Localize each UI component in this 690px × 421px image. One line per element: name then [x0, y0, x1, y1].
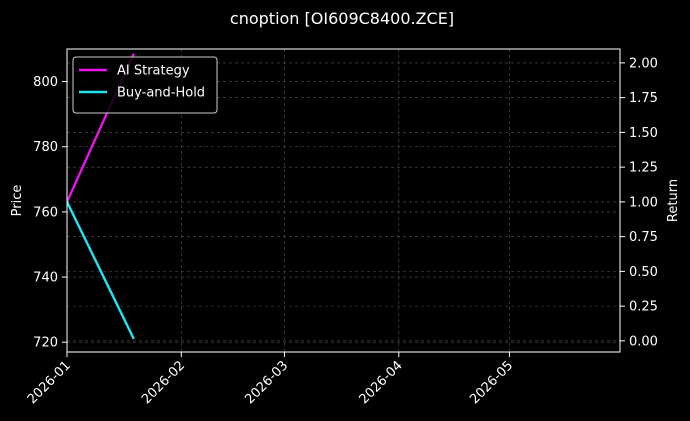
y-tick-label-right: 1.25	[629, 161, 658, 176]
x-tick-label: 2026-04	[357, 358, 406, 407]
y-tick-label-right: 1.50	[629, 126, 658, 141]
y-tick-label-left: 780	[33, 140, 58, 155]
legend-label: AI Strategy	[117, 64, 190, 79]
x-tick-label: 2026-05	[467, 358, 516, 407]
y-tick-label-left: 760	[33, 205, 58, 220]
y-axis-label-right: Return	[666, 179, 681, 222]
legend-box	[72, 56, 218, 114]
y-axis-label-left: Price	[10, 185, 25, 217]
chart-title: cnoption [OI609C8400.ZCE]	[230, 9, 454, 28]
y-tick-label-right: 0.00	[629, 334, 658, 349]
legend: AI Strategy Buy-and-Hold	[72, 56, 218, 114]
y-tick-label-left: 740	[33, 271, 58, 286]
y-tick-label-right: 0.25	[629, 300, 658, 315]
y-tick-label-left: 720	[33, 336, 58, 351]
x-tick-label: 2026-03	[242, 358, 291, 407]
legend-label: Buy-and-Hold	[117, 86, 205, 101]
y-tick-label-right: 0.50	[629, 265, 658, 280]
x-tick-label: 2026-01	[25, 358, 74, 407]
y-tick-label-right: 2.00	[629, 56, 658, 71]
y-tick-label-right: 1.75	[629, 91, 658, 106]
y-tick-label-right: 1.00	[629, 195, 658, 210]
y-tick-label-right: 0.75	[629, 230, 658, 245]
series-line-buy-and-hold	[67, 200, 135, 340]
plot-frame	[66, 48, 621, 353]
x-tick-label: 2026-02	[139, 358, 188, 407]
y-tick-label-left: 800	[33, 75, 58, 90]
